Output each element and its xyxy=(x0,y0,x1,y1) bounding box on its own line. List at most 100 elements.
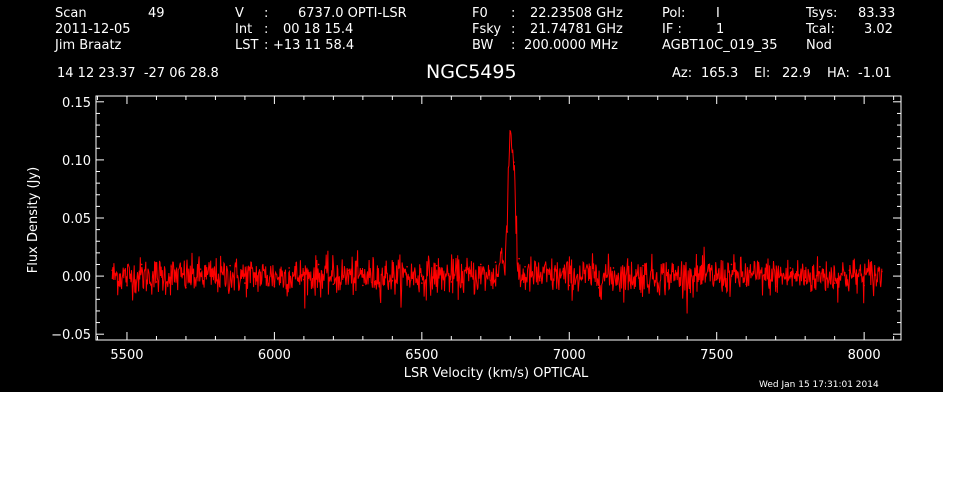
timestamp: Wed Jan 15 17:31:01 2014 xyxy=(759,380,879,390)
azimuth-label: Az: xyxy=(672,66,693,81)
elevation-value: 22.9 xyxy=(782,66,811,81)
data-point xyxy=(597,286,600,289)
integration-label: Int xyxy=(235,22,253,37)
data-point xyxy=(789,267,792,269)
velocity-label: V xyxy=(235,6,244,21)
polarization-label: Pol: xyxy=(662,6,686,21)
data-point xyxy=(303,278,305,281)
spectrum-trace xyxy=(111,129,883,314)
plot-frame xyxy=(95,95,902,341)
data-point xyxy=(612,267,615,269)
data-point xyxy=(715,278,718,281)
bandwidth-separator: : xyxy=(511,38,516,53)
data-point xyxy=(524,266,526,268)
data-point xyxy=(583,269,585,272)
fsky-value: 21.74781 GHz xyxy=(530,22,623,37)
f0-label: F0 xyxy=(472,6,488,21)
x-tick-label: 6500 xyxy=(405,348,438,363)
data-point xyxy=(819,266,821,268)
data-point xyxy=(406,266,408,268)
data-point xyxy=(701,268,703,270)
data-point xyxy=(538,279,541,282)
data-point xyxy=(656,282,659,284)
data-point xyxy=(185,286,187,289)
data-point xyxy=(568,284,571,287)
data-point xyxy=(111,269,114,272)
data-point xyxy=(642,264,644,267)
observer-name: Jim Braatz xyxy=(55,38,122,53)
integration-separator: : xyxy=(264,22,269,37)
data-point xyxy=(140,263,143,266)
data-point xyxy=(671,270,674,273)
x-tick-label: 7500 xyxy=(700,348,733,363)
data-point xyxy=(376,268,379,270)
y-tick-label: 0.15 xyxy=(62,96,91,111)
data-point xyxy=(863,284,865,287)
y-axis-label: Flux Density (Jy) xyxy=(26,167,41,273)
bandwidth-label: BW xyxy=(472,38,494,53)
velocity-value: 6737.0 OPTI-LSR xyxy=(298,6,407,21)
tcal-label: Tcal: xyxy=(806,22,835,37)
data-point xyxy=(347,269,349,272)
spectrum-panel: Scan 49 2011-12-05 Jim Braatz V : 6737.0… xyxy=(0,0,943,392)
data-point xyxy=(450,281,453,283)
tcal-value: 3.02 xyxy=(864,22,893,37)
data-point xyxy=(435,264,438,267)
data-point xyxy=(518,257,520,260)
x-tick-label: 8000 xyxy=(848,348,881,363)
data-point xyxy=(288,267,290,269)
observation-date: 2011-12-05 xyxy=(55,22,131,37)
if-value: 1 xyxy=(716,22,725,37)
data-point xyxy=(627,281,630,283)
data-point xyxy=(480,263,482,266)
data-point xyxy=(155,281,158,283)
data-point xyxy=(214,279,217,282)
f0-value: 22.23508 GHz xyxy=(530,6,623,21)
y-tick-label: 0.10 xyxy=(62,154,91,169)
y-tick-label: 0.00 xyxy=(62,270,91,285)
data-point xyxy=(848,269,851,272)
data-point xyxy=(881,270,883,273)
data-point xyxy=(686,284,689,287)
data-point xyxy=(509,132,512,134)
azimuth-value: 165.3 xyxy=(701,66,739,81)
y-tick-label: −0.05 xyxy=(51,328,91,343)
data-point xyxy=(421,282,423,284)
lst-value: +13 11 58.4 xyxy=(273,38,355,53)
data-point xyxy=(244,282,246,284)
fsky-label: Fsky xyxy=(472,22,502,37)
y-tick-label: 0.05 xyxy=(62,212,91,227)
data-point xyxy=(774,285,777,288)
lst-label: LST xyxy=(235,38,259,53)
project-id: AGBT10C_019_35 xyxy=(662,38,778,53)
fsky-separator: : xyxy=(511,22,516,37)
hour-angle-value: -1.01 xyxy=(858,66,892,81)
data-point xyxy=(730,263,733,266)
data-point xyxy=(273,285,276,288)
data-point xyxy=(465,267,467,269)
data-point xyxy=(199,268,202,270)
data-point xyxy=(804,279,806,282)
lst-separator: : xyxy=(264,38,269,53)
integration-value: 00 18 15.4 xyxy=(283,22,354,37)
data-point xyxy=(494,261,497,263)
scan-value: 49 xyxy=(148,6,165,21)
data-point xyxy=(170,266,172,268)
source-name: NGC5495 xyxy=(426,61,517,83)
if-label: IF : xyxy=(662,22,682,37)
tsys-value: 83.33 xyxy=(858,6,896,21)
scan-label: Scan xyxy=(55,6,87,21)
x-tick-label: 7000 xyxy=(553,348,586,363)
data-point xyxy=(760,269,762,272)
data-point xyxy=(258,270,261,273)
polarization-value: I xyxy=(716,6,720,21)
data-point xyxy=(126,284,128,287)
data-point xyxy=(229,264,231,267)
data-point xyxy=(833,282,836,284)
f0-separator: : xyxy=(511,6,516,21)
data-point xyxy=(362,284,364,287)
data-point xyxy=(513,161,515,164)
data-point xyxy=(332,283,335,286)
elevation-label: El: xyxy=(754,66,771,81)
trace-layer xyxy=(111,129,883,314)
